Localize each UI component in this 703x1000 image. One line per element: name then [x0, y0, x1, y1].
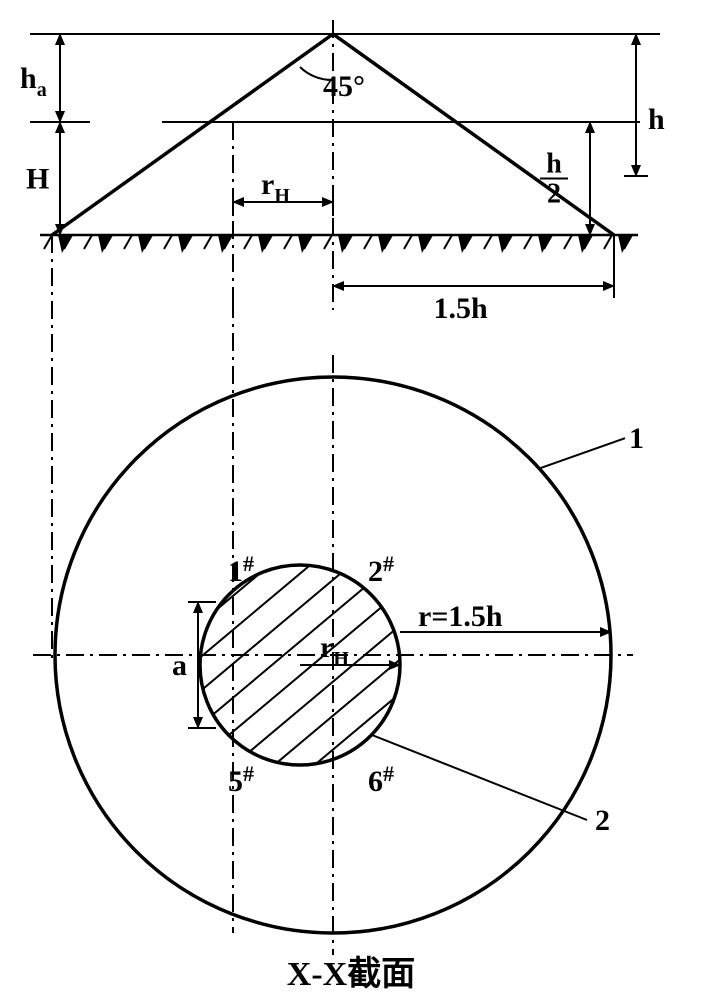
leader-2	[372, 735, 587, 820]
plan-view: 1#2#5#6#arHr=1.5h12	[0, 300, 652, 1000]
label-ha: ha	[20, 62, 47, 101]
caption: X-X截面	[287, 955, 415, 993]
caption-text: X-X截面	[287, 955, 415, 993]
point-label-6: 6#	[368, 761, 394, 798]
ref-1: 1	[629, 422, 644, 455]
point-label-2: 2#	[368, 551, 394, 588]
elevation-view: 45°Hhahh2rH1.5h	[20, 20, 665, 660]
ref-2: 2	[595, 804, 610, 837]
label-H: H	[26, 163, 49, 196]
leader-1	[539, 438, 625, 469]
label-1.5h: 1.5h	[434, 292, 489, 325]
label-h2-den: 2	[547, 179, 561, 210]
label-h: h	[648, 103, 665, 136]
diagram-canvas: 45°Hhahh2rH1.5h 1#2#5#6#arHr=1.5h12 X-X截…	[0, 0, 703, 1000]
label-a: a	[172, 649, 187, 682]
angle-label: 45°	[323, 70, 365, 103]
point-label-5: 5#	[228, 761, 254, 798]
label-r: r=1.5h	[418, 600, 503, 633]
label-h2-num: h	[546, 149, 562, 180]
